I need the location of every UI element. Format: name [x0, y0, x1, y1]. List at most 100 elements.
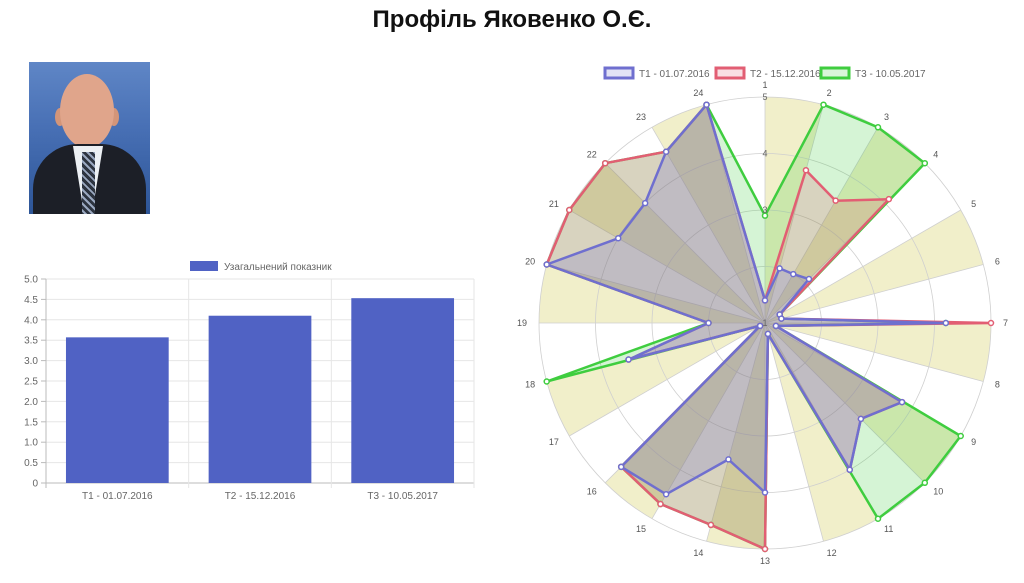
radar-band — [765, 323, 961, 483]
radar-band — [652, 104, 765, 323]
radar-point[interactable] — [942, 319, 950, 327]
axis-label: 19 — [517, 318, 527, 328]
radar-point[interactable] — [764, 330, 772, 338]
bar[interactable] — [351, 298, 455, 483]
radar-point[interactable] — [761, 489, 769, 496]
radar-point[interactable] — [772, 322, 780, 330]
radar-point[interactable] — [832, 197, 839, 204]
radar-point[interactable] — [566, 206, 573, 214]
axis-label: 15 — [636, 524, 646, 534]
radar-point[interactable] — [857, 415, 865, 423]
y-tick-label: 0.5 — [24, 458, 38, 469]
radar-spoke — [706, 322, 766, 542]
y-tick-label: 4.5 — [24, 295, 38, 306]
radar-point[interactable] — [761, 212, 769, 219]
legend-item-t2[interactable]: T2 - 15.12.2016 — [714, 66, 821, 80]
y-tick-label: 2.0 — [24, 397, 38, 408]
axis-label: 11 — [884, 524, 893, 534]
y-tick-label: 3.0 — [24, 356, 38, 367]
radar-chart-legend[interactable]: T1 - 01.07.2016 T2 - 15.12.2016 T3 - 10.… — [603, 66, 926, 80]
page-title: Профіль Яковенко О.Є. — [372, 6, 652, 33]
radar-point[interactable] — [756, 322, 764, 330]
legend-label: T2 - 15.12.2016 — [750, 69, 821, 80]
radar-point[interactable] — [898, 398, 906, 406]
radar-point[interactable] — [614, 235, 622, 242]
radar-point[interactable] — [790, 270, 797, 278]
radar-point[interactable] — [874, 515, 882, 522]
radar-point[interactable] — [805, 275, 813, 283]
radar-point[interactable] — [705, 319, 712, 327]
radar-point[interactable] — [885, 195, 893, 203]
y-tick-label: 4.0 — [24, 315, 38, 326]
bar-chart-legend[interactable]: Узагальнений показник — [190, 261, 332, 273]
radar-spoke — [764, 209, 961, 324]
radar-point[interactable] — [707, 521, 715, 529]
r-tick-label: 4 — [762, 149, 767, 159]
legend-label: Узагальнений показник — [224, 262, 332, 273]
radar-spoke — [764, 322, 926, 484]
radar-chart: T1 - 01.07.2016 T2 - 15.12.2016 T3 - 10.… — [517, 66, 1008, 566]
legend-label: T1 - 01.07.2016 — [639, 69, 710, 80]
radar-spoke — [764, 104, 824, 324]
radar-spoke — [546, 264, 766, 324]
radar-point[interactable] — [874, 124, 882, 131]
y-tick-label: 2.5 — [24, 377, 38, 388]
legend-item-t1[interactable]: T1 - 01.07.2016 — [603, 66, 710, 80]
radar-point[interactable] — [662, 148, 670, 155]
bar[interactable] — [208, 315, 312, 483]
radar-point[interactable] — [778, 315, 785, 322]
radar-spoke — [651, 127, 766, 324]
axis-label: 20 — [525, 256, 535, 266]
radar-point[interactable] — [725, 456, 732, 463]
radar-point[interactable] — [776, 265, 783, 272]
bar[interactable] — [65, 337, 169, 483]
radar-point[interactable] — [543, 261, 550, 268]
radar-point[interactable] — [703, 101, 710, 108]
radar-spoke — [651, 322, 766, 519]
radar-band — [765, 323, 991, 382]
r-tick-label: 3 — [762, 205, 767, 215]
radar-point[interactable] — [921, 159, 929, 167]
radar-band — [706, 323, 765, 549]
radar-band — [546, 323, 765, 436]
axis-label: 10 — [933, 486, 943, 496]
radar-spoke — [569, 322, 766, 437]
axis-label: 22 — [587, 150, 597, 160]
radar-point[interactable] — [662, 491, 670, 498]
legend-swatch — [190, 261, 218, 271]
radar-point[interactable] — [601, 159, 609, 167]
axis-label: 17 — [549, 437, 559, 447]
radar-point[interactable] — [641, 199, 649, 207]
legend-swatch — [603, 66, 635, 80]
axis-label: 13 — [760, 556, 770, 566]
radar-point[interactable] — [987, 319, 995, 327]
axis-label: 14 — [693, 548, 703, 558]
axis-label: 23 — [636, 112, 646, 122]
axis-label: 3 — [884, 112, 889, 122]
radar-spoke — [569, 209, 766, 324]
radar-point[interactable] — [761, 297, 769, 304]
legend-item-t3[interactable]: T3 - 10.05.2017 — [819, 66, 926, 80]
y-tick-label: 1.0 — [24, 438, 38, 449]
axis-label: 12 — [827, 548, 837, 558]
radar-band — [569, 163, 765, 323]
axis-label: 5 — [971, 199, 976, 209]
radar-point[interactable] — [802, 166, 810, 174]
x-tick-label: T3 - 10.05.2017 — [367, 491, 438, 502]
axis-label: 6 — [995, 256, 1000, 266]
radar-point[interactable] — [820, 101, 827, 108]
radar-point[interactable] — [921, 479, 929, 487]
radar-point[interactable] — [543, 378, 550, 385]
radar-point[interactable] — [846, 466, 853, 474]
axis-label: 16 — [587, 486, 597, 496]
radar-band — [539, 264, 765, 323]
legend-label: T3 - 10.05.2017 — [855, 69, 926, 80]
radar-point[interactable] — [957, 432, 964, 440]
radar-point[interactable] — [761, 545, 769, 553]
radar-point[interactable] — [617, 463, 625, 471]
r-tick-label: 5 — [762, 92, 767, 102]
radar-band — [765, 210, 984, 323]
radar-point[interactable] — [657, 500, 664, 508]
radar-point[interactable] — [625, 356, 632, 363]
axis-label: 24 — [693, 88, 703, 98]
